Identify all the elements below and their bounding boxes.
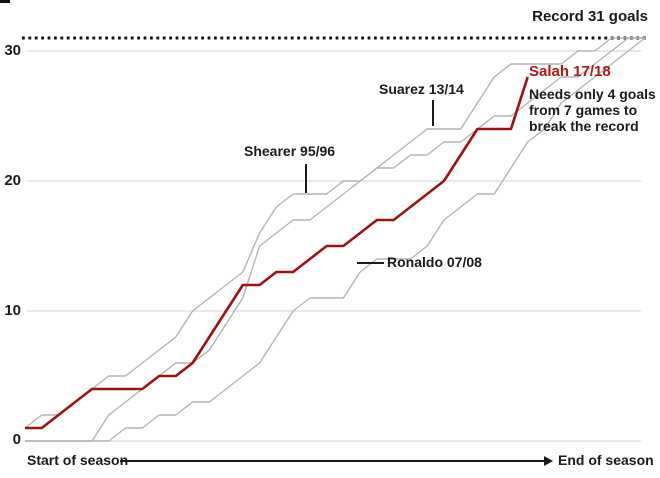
- salah-series-label: Salah 17/18: [529, 63, 611, 80]
- y-tick-0: 0: [12, 431, 21, 448]
- series-line-salah: [25, 76, 529, 430]
- suarez-pointer-line: [432, 100, 434, 126]
- record-label: Record 31 goals: [532, 8, 648, 25]
- x-axis-start-label: Start of season: [27, 452, 129, 468]
- y-tick-30: 30: [4, 42, 21, 59]
- series-line-shearer: [24, 37, 646, 429]
- x-axis-end-label: End of season: [558, 452, 654, 468]
- series-line-suarez: [25, 37, 646, 442]
- shearer-pointer-line: [305, 164, 307, 193]
- season-arrow-line: [120, 460, 544, 462]
- screen-edge-artifact: [0, 0, 10, 3]
- season-arrow-head-icon: [544, 456, 553, 466]
- ronaldo-series-label: Ronaldo 07/08: [387, 254, 482, 270]
- y-tick-10: 10: [4, 302, 21, 319]
- suarez-series-label: Suarez 13/14: [379, 81, 464, 97]
- ronaldo-pointer-line: [357, 262, 384, 264]
- shearer-series-label: Shearer 95/96: [244, 143, 336, 159]
- series-line-ronaldo: [25, 37, 646, 442]
- y-tick-20: 20: [4, 172, 21, 189]
- salah-annotation-note: Needs only 4 goals from 7 games to break…: [529, 86, 656, 134]
